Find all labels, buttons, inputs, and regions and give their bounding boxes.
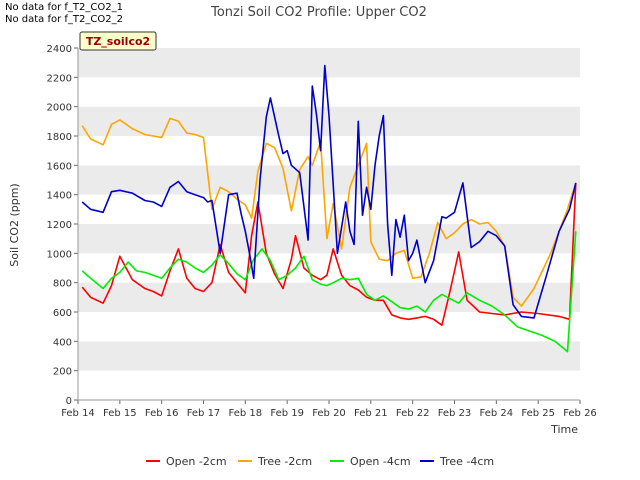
series-line-tree-2cm: [81, 117, 577, 307]
x-tick-label: Feb 21: [354, 408, 388, 419]
legend-label: Open -2cm: [166, 455, 227, 468]
series-lines: [81, 64, 577, 353]
x-tick-label: Feb 18: [229, 408, 263, 419]
grid-band: [78, 312, 580, 342]
x-tick-label: Feb 25: [521, 408, 555, 419]
x-tick-label: Feb 14: [61, 408, 95, 419]
x-tick-label: Feb 16: [145, 408, 179, 419]
no-data-note-2: No data for f_T2_CO2_2: [5, 14, 123, 25]
y-axis-label: Soil CO2 (ppm): [8, 183, 21, 266]
series-line-tree-4cm: [81, 64, 577, 319]
y-tick-label: 400: [53, 337, 72, 348]
y-tick-label: 2000: [47, 103, 72, 114]
x-tick-label: Feb 23: [438, 408, 472, 419]
tz-soilco2-tag[interactable]: TZ_soilco2: [79, 31, 157, 51]
y-tick-label: 2400: [47, 44, 72, 55]
legend-label: Tree -4cm: [439, 455, 494, 468]
grid-band: [78, 194, 580, 224]
x-tick-label: Feb 17: [187, 408, 221, 419]
grid-band: [78, 282, 580, 312]
y-tick-label: 1000: [47, 249, 72, 260]
legend-label: Open -4cm: [350, 455, 411, 468]
legend-label: Tree -2cm: [257, 455, 312, 468]
x-tick-label: Feb 26: [563, 408, 597, 419]
y-tick-label: 1400: [47, 191, 72, 202]
no-data-note-1: No data for f_T2_CO2_1: [5, 2, 123, 13]
y-tick-label: 1800: [47, 132, 72, 143]
y-tick-label: 200: [53, 367, 72, 378]
y-tick-label: 600: [53, 308, 72, 319]
grid-band: [78, 341, 580, 371]
x-tick-label: Feb 15: [103, 408, 137, 419]
y-tick-label: 1200: [47, 220, 72, 231]
x-tick-label: Feb 24: [480, 408, 514, 419]
x-tick-label: Feb 20: [312, 408, 346, 419]
y-tick-label: 0: [66, 396, 72, 407]
x-axis-label: Time: [550, 423, 578, 436]
chart-title: Tonzi Soil CO2 Profile: Upper CO2: [210, 5, 427, 20]
y-tick-label: 2200: [47, 73, 72, 84]
x-axis-ticks: Feb 14 Feb 15 Feb 16 Feb 17 Feb 18 Feb 19 Feb …: [61, 400, 597, 419]
series-line-open-2cm: [81, 182, 577, 327]
tag-box: [79, 31, 157, 51]
axes: [77, 48, 580, 401]
tag-label: TZ_soilco2: [86, 35, 150, 48]
grid-band: [78, 165, 580, 195]
y-tick-label: 1600: [47, 161, 72, 172]
x-tick-label: Feb 22: [396, 408, 430, 419]
y-tick-label: 800: [53, 279, 72, 290]
grid-band: [78, 48, 580, 78]
x-tick-label: Feb 19: [270, 408, 304, 419]
grid-band: [78, 77, 580, 107]
grid-band: [78, 370, 580, 400]
grid-band: [78, 136, 580, 166]
series-line-open-4cm: [81, 231, 577, 353]
y-axis-ticks: 0 200 400 600 800 1000 1200 1400 1600 1800 2000 220…: [47, 44, 78, 407]
legend: Open -2cm Tree -2cm Open -4cm Tree -4cm: [146, 455, 494, 468]
